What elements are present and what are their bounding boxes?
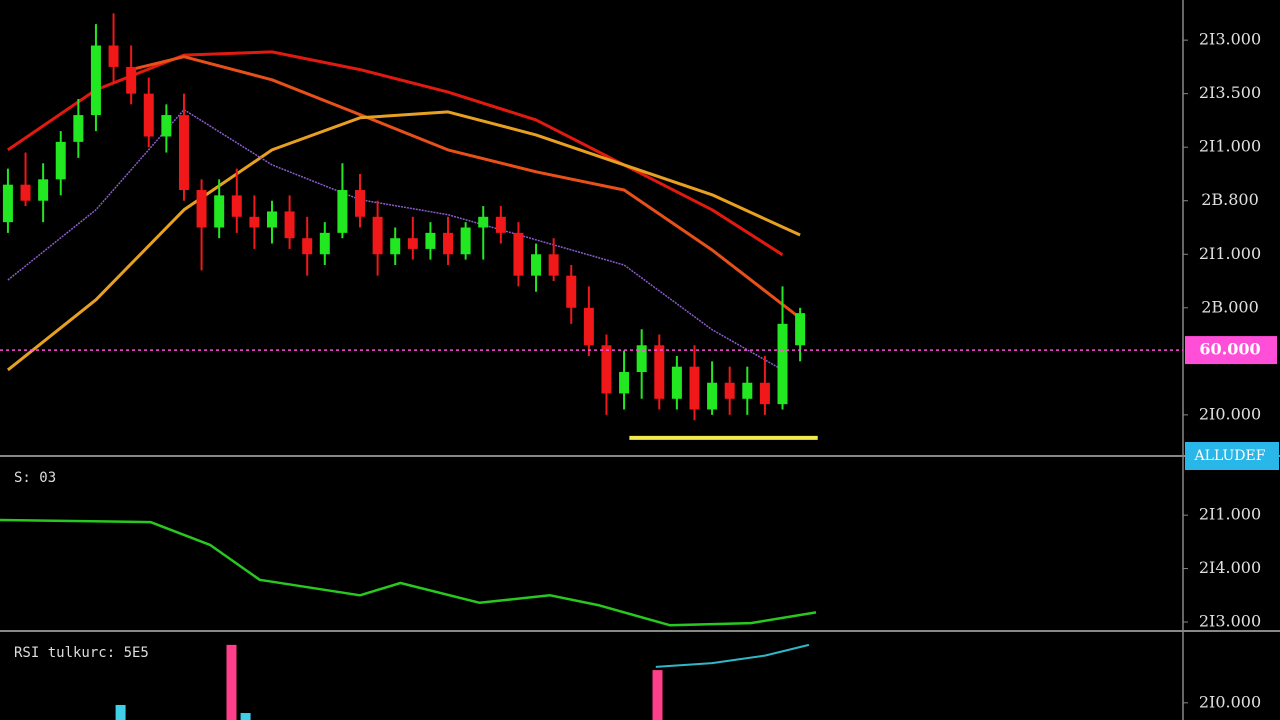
candle-body [126, 66, 137, 94]
candle-body [319, 232, 330, 255]
y-tick-label: 2I3.500 [1199, 83, 1261, 102]
candle-body [707, 382, 718, 410]
candle-body [619, 372, 630, 394]
candle-body [460, 227, 471, 255]
indicator-line [655, 643, 810, 668]
candle-body [178, 115, 189, 191]
candle-body [724, 382, 735, 399]
panel-title: S: 03 [14, 470, 56, 486]
candle-body [284, 211, 295, 239]
candle-body [38, 179, 49, 201]
y-tick-label: 2I1.000 [1199, 137, 1261, 156]
y-tick-label: 2I0.000 [1199, 404, 1261, 423]
candle-body [601, 345, 612, 394]
badge [1185, 442, 1279, 470]
candle-body [407, 238, 418, 249]
y-tick-label: 2I3.000 [1199, 30, 1261, 49]
indicator-line [0, 518, 817, 627]
moving-average [7, 108, 783, 371]
y-tick-label: 2B.800 [1201, 190, 1259, 209]
moving-average [7, 50, 784, 257]
candle-body [478, 216, 489, 228]
y-tick-label: 2I3.000 [1199, 611, 1261, 630]
candle-body [196, 190, 207, 228]
candle-body [108, 45, 119, 67]
candle-body [566, 275, 577, 308]
candle-body [795, 313, 806, 346]
candle-body [636, 345, 647, 373]
indicator-bar [652, 670, 663, 720]
candle-body [231, 195, 242, 217]
y-tick-label: 2B.000 [1201, 297, 1259, 316]
moving-average [130, 55, 802, 320]
candle-body [548, 254, 559, 276]
y-tick-label: 2I1.000 [1199, 244, 1261, 263]
candle-body [337, 190, 348, 233]
candle-body [214, 195, 225, 228]
badge-label: ALLUDEF [1194, 448, 1266, 464]
candle-body [143, 93, 154, 137]
candle-body [654, 345, 665, 399]
candle-body [2, 184, 13, 223]
indicator-bar [226, 644, 237, 720]
price-badge-label: 60.000 [1199, 340, 1260, 359]
y-tick-label: 2I1.000 [1199, 505, 1261, 524]
candle-body [583, 307, 594, 346]
candle-body [266, 211, 277, 228]
candle-body [20, 184, 31, 201]
candle-body [671, 366, 682, 399]
candle-body [55, 141, 66, 180]
candle-body [425, 232, 436, 249]
candle-body [759, 382, 770, 405]
candle-body [390, 238, 401, 255]
candle-body [495, 216, 506, 233]
y-tick-label: 2I4.000 [1199, 558, 1261, 577]
panel-title: RSI tulkurc: 5E5 [14, 645, 149, 661]
candle-body [443, 232, 454, 255]
candle-body [355, 190, 366, 217]
price-badge [1185, 336, 1277, 365]
candle-body [73, 115, 84, 142]
candle-body [513, 232, 524, 276]
indicator-bar [115, 704, 126, 720]
candle-body [161, 115, 172, 137]
candle-body [742, 382, 753, 399]
moving-average [6, 110, 801, 372]
candle-body [689, 366, 700, 410]
candle-body [302, 238, 313, 255]
candle-body [777, 323, 788, 405]
y-tick-label: 2I0.000 [1199, 692, 1261, 711]
indicator-bar [240, 713, 251, 720]
candle-body [249, 216, 260, 228]
candle-body [531, 254, 542, 276]
candle-body [90, 45, 101, 116]
candle-body [372, 216, 383, 255]
